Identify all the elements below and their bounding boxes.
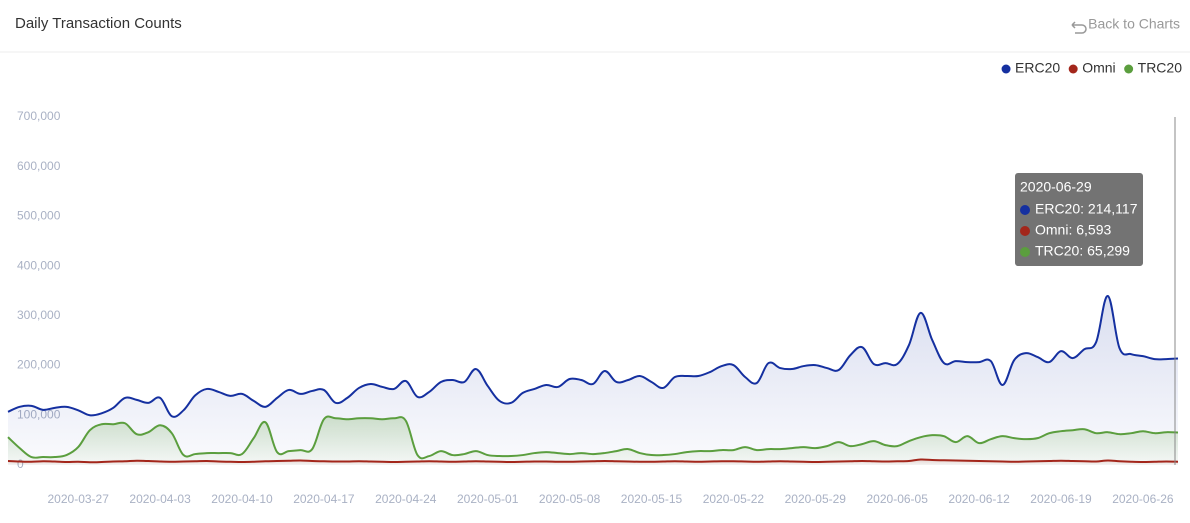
back-icon[interactable]	[1071, 21, 1087, 34]
chart-title: Daily Transaction Counts	[15, 15, 182, 32]
y-tick-label: 600,000	[17, 159, 61, 173]
x-tick-label: 2020-05-22	[703, 492, 765, 506]
y-tick-label: 300,000	[17, 308, 61, 322]
area-fill	[8, 295, 1178, 465]
x-tick-label: 2020-05-01	[457, 492, 519, 506]
y-tick-label: 400,000	[17, 258, 61, 272]
legend-label: TRC20	[1138, 60, 1183, 76]
x-tick-label: 2020-06-12	[948, 492, 1010, 506]
x-tick-label: 2020-05-29	[785, 492, 847, 506]
legend-marker	[1124, 64, 1134, 74]
tooltip-item: Omni: 6,593	[1035, 222, 1111, 238]
x-tick-label: 2020-06-19	[1030, 492, 1092, 506]
tooltip-marker	[1020, 226, 1030, 236]
x-tick-label: 2020-06-26	[1112, 492, 1174, 506]
legend-marker	[1001, 64, 1011, 74]
x-tick-label: 2020-05-15	[621, 492, 683, 506]
series-line	[7, 415, 1179, 460]
y-tick-label: 700,000	[17, 109, 61, 123]
y-tick-label: 500,000	[17, 209, 61, 223]
x-tick-label: 2020-04-24	[375, 492, 437, 506]
back-link[interactable]: Back to Charts	[1088, 16, 1180, 32]
tooltip-marker	[1020, 205, 1030, 215]
tooltip-date: 2020-06-29	[1020, 179, 1092, 195]
x-tick-label: 2020-05-08	[539, 492, 601, 506]
x-tick-label: 2020-04-17	[293, 492, 355, 506]
series-line	[7, 458, 1179, 464]
legend-marker	[1068, 64, 1078, 74]
tooltip-marker	[1020, 247, 1030, 257]
series-line	[7, 294, 1179, 418]
area-fill	[8, 416, 1178, 465]
legend-label: ERC20	[1015, 60, 1060, 76]
x-tick-label: 2020-04-03	[129, 492, 191, 506]
tooltip-item: TRC20: 65,299	[1035, 243, 1130, 259]
y-tick-label: 200,000	[17, 358, 61, 372]
legend-label: Omni	[1082, 60, 1115, 76]
tooltip-item: ERC20: 214,117	[1035, 201, 1138, 217]
x-tick-label: 2020-06-05	[867, 492, 929, 506]
x-tick-label: 2020-04-10	[211, 492, 273, 506]
tooltip-box	[1015, 173, 1143, 266]
x-tick-label: 2020-03-27	[48, 492, 110, 506]
